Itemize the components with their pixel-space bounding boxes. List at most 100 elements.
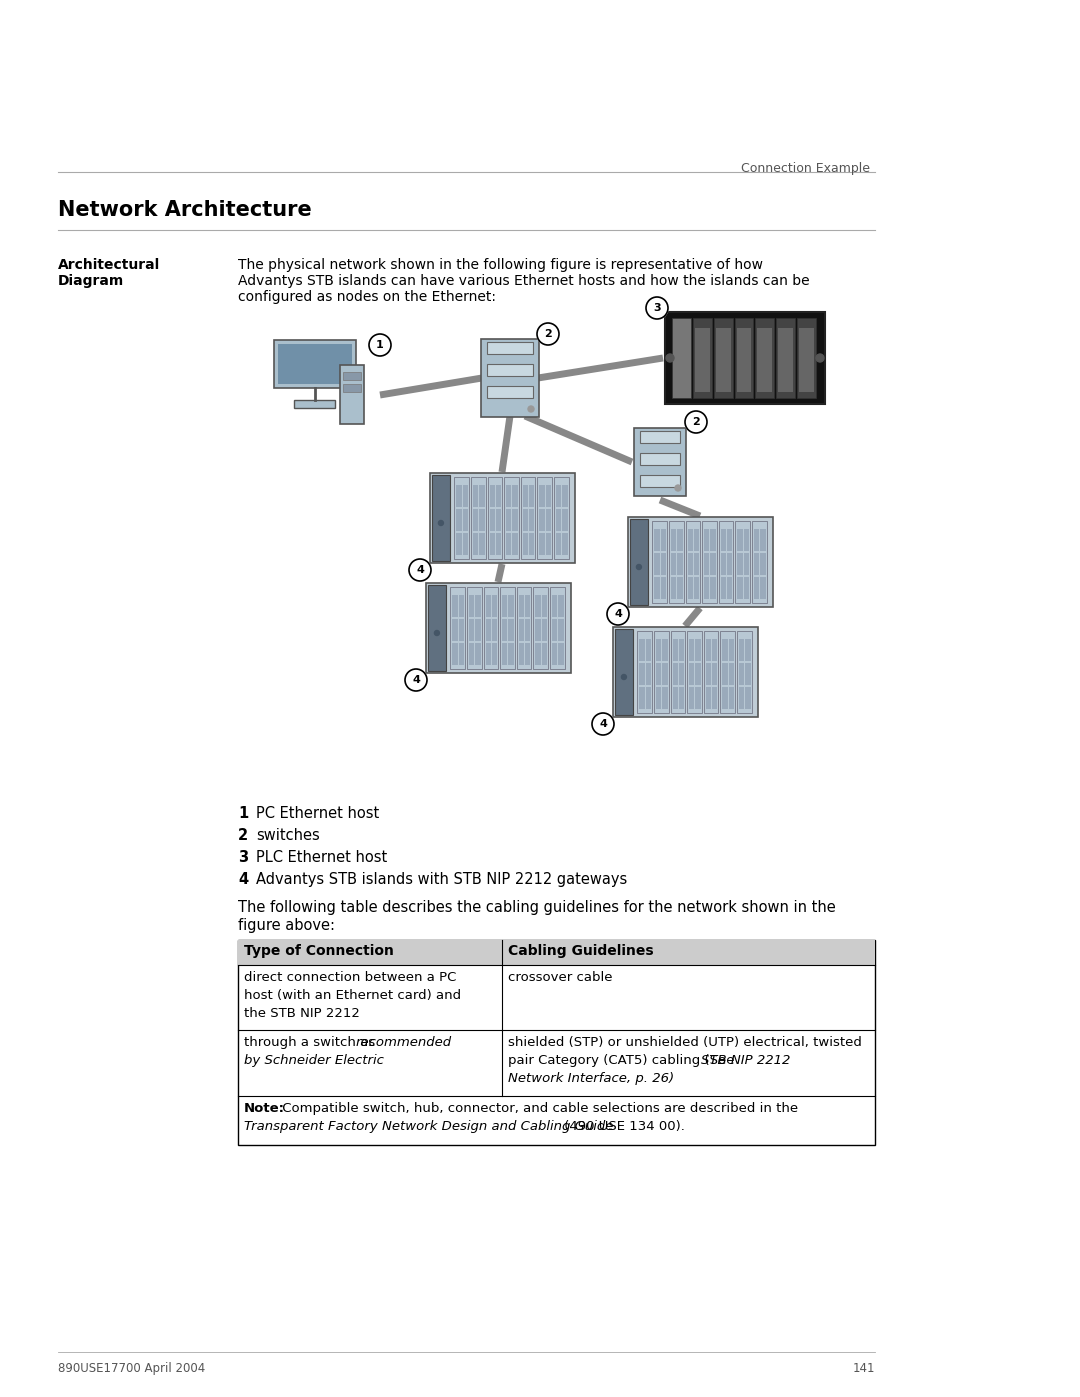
Bar	[686, 521, 700, 604]
Bar	[704, 577, 710, 599]
Bar	[467, 587, 482, 669]
Bar	[799, 328, 814, 393]
Text: the STB NIP 2212: the STB NIP 2212	[244, 1007, 360, 1020]
Text: Cabling Guidelines: Cabling Guidelines	[508, 944, 653, 958]
Circle shape	[405, 669, 427, 692]
Bar	[646, 638, 651, 661]
Bar	[711, 577, 716, 599]
Bar	[720, 529, 726, 550]
Bar	[711, 553, 716, 576]
Bar	[723, 664, 728, 685]
Bar	[718, 521, 733, 604]
Bar	[738, 577, 743, 599]
Bar	[704, 631, 718, 712]
Bar	[689, 687, 694, 710]
Bar	[661, 529, 666, 550]
Bar	[545, 509, 551, 531]
Bar	[729, 638, 734, 661]
Bar	[779, 328, 793, 393]
Text: 3: 3	[653, 303, 661, 313]
Text: The following table describes the cabling guidelines for the network shown in th: The following table describes the cablin…	[238, 900, 836, 915]
Bar	[525, 619, 530, 641]
Circle shape	[621, 675, 626, 679]
Bar	[541, 643, 546, 665]
Bar	[274, 339, 356, 387]
Bar	[752, 521, 767, 604]
Bar	[646, 664, 651, 685]
Bar	[453, 619, 458, 641]
Bar	[688, 529, 693, 550]
Bar	[739, 638, 744, 661]
Bar	[491, 643, 497, 665]
Bar	[673, 638, 678, 661]
Bar	[486, 643, 490, 665]
Text: pair Category (CAT5) cabling (See: pair Category (CAT5) cabling (See	[508, 1053, 739, 1067]
Bar	[453, 595, 458, 617]
Bar	[563, 534, 567, 555]
Bar	[469, 643, 474, 665]
Bar	[432, 475, 450, 562]
Bar	[238, 940, 875, 965]
Bar	[679, 687, 684, 710]
Text: Type of Connection: Type of Connection	[244, 944, 394, 958]
Text: PLC Ethernet host: PLC Ethernet host	[256, 849, 388, 865]
Text: direct connection between a PC: direct connection between a PC	[244, 971, 457, 983]
Bar	[734, 319, 754, 398]
Circle shape	[666, 353, 674, 362]
Bar	[723, 687, 728, 710]
Bar	[521, 476, 536, 559]
Bar	[473, 534, 478, 555]
Bar	[509, 595, 514, 617]
Bar	[720, 553, 726, 576]
Bar	[502, 619, 508, 641]
Bar	[480, 485, 485, 507]
Text: Connection Example: Connection Example	[741, 162, 870, 175]
Bar	[696, 664, 701, 685]
Bar	[516, 587, 531, 669]
Bar	[727, 577, 732, 599]
Bar	[640, 432, 680, 443]
Bar	[705, 687, 711, 710]
Bar	[487, 476, 502, 559]
Bar	[536, 619, 541, 641]
Bar	[529, 534, 535, 555]
Bar	[738, 553, 743, 576]
Bar	[450, 587, 465, 669]
Bar	[693, 529, 699, 550]
Bar	[712, 687, 717, 710]
Text: host (with an Ethernet card) and: host (with an Ethernet card) and	[244, 989, 461, 1002]
Bar	[489, 485, 495, 507]
Text: shielded (STP) or unshielded (UTP) electrical, twisted: shielded (STP) or unshielded (UTP) elect…	[508, 1037, 862, 1049]
Bar	[739, 687, 744, 710]
Text: configured as nodes on the Ethernet:: configured as nodes on the Ethernet:	[238, 291, 496, 305]
Circle shape	[528, 407, 534, 412]
Bar	[754, 553, 759, 576]
Bar	[712, 664, 717, 685]
Bar	[757, 328, 772, 393]
Bar	[637, 631, 652, 712]
Text: through a switch as: through a switch as	[244, 1037, 379, 1049]
Text: STB NIP 2212: STB NIP 2212	[701, 1053, 791, 1067]
Bar	[639, 638, 645, 661]
Bar	[639, 687, 645, 710]
Bar	[536, 595, 541, 617]
Bar	[556, 534, 562, 555]
Bar	[475, 595, 481, 617]
Bar	[687, 631, 702, 712]
Bar	[661, 577, 666, 599]
Text: Advantys STB islands can have various Ethernet hosts and how the islands can be: Advantys STB islands can have various Et…	[238, 274, 810, 288]
Bar	[723, 638, 728, 661]
Bar	[563, 485, 567, 507]
Bar	[552, 595, 557, 617]
Bar	[342, 384, 361, 391]
Circle shape	[636, 564, 642, 570]
Bar	[512, 485, 517, 507]
Bar	[671, 577, 676, 599]
Text: (490 USE 134 00).: (490 USE 134 00).	[561, 1120, 685, 1133]
Text: crossover cable: crossover cable	[508, 971, 612, 983]
Bar	[696, 638, 701, 661]
Text: 4: 4	[615, 609, 622, 619]
Bar	[529, 509, 535, 531]
Bar	[797, 319, 816, 398]
Bar	[729, 664, 734, 685]
